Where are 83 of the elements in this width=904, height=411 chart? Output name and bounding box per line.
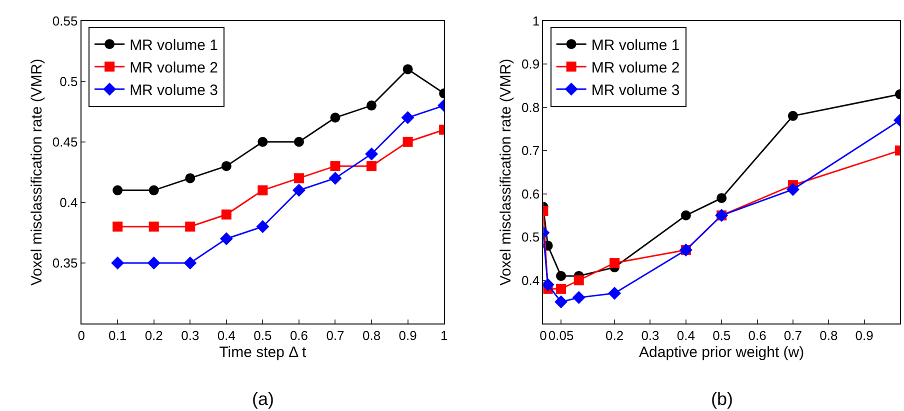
point <box>608 286 622 300</box>
y-tick-label: 0.8 <box>522 100 540 115</box>
point <box>554 295 568 308</box>
x-tick-label: 0.4 <box>676 328 695 344</box>
point <box>574 275 584 286</box>
point <box>258 185 268 196</box>
point <box>366 161 377 172</box>
x-tick-label: 0.2 <box>144 328 163 344</box>
point <box>148 185 159 196</box>
x-tick-label: 0.8 <box>362 328 381 344</box>
point <box>220 232 233 246</box>
point <box>148 222 159 232</box>
point <box>402 64 413 74</box>
point <box>292 184 306 197</box>
point <box>330 161 340 172</box>
point <box>610 258 620 268</box>
x-tick-label: 0.9 <box>398 328 417 344</box>
x-axis-title: Time step Δ t <box>219 344 308 362</box>
y-axis-title: Voxel misclassification rate (VMR) <box>498 58 515 286</box>
legend-label: MR volume 3 <box>591 82 680 99</box>
x-tick-label: 0.7 <box>784 328 802 344</box>
point <box>147 256 160 270</box>
point <box>185 222 196 232</box>
y-tick-label: 1 <box>532 13 540 28</box>
y-tick-label: 0.45 <box>52 134 78 150</box>
point <box>572 291 586 304</box>
point <box>258 136 268 147</box>
y-tick-label: 0.55 <box>52 13 78 28</box>
y-axis-title: Voxel misclassification rate (VMR) <box>28 58 46 286</box>
point <box>328 172 342 185</box>
y-tick-label: 0.35 <box>52 256 78 271</box>
point <box>401 111 414 124</box>
legend-label: MR volume 3 <box>130 82 218 99</box>
x-tick-label: 0.3 <box>181 328 200 344</box>
x-tick-label: 0 <box>78 328 85 344</box>
point <box>184 256 197 270</box>
x-tick-label: 1 <box>440 328 448 344</box>
legend-label: MR volume 1 <box>130 36 218 54</box>
point <box>366 100 377 111</box>
x-tick-label: 0.05 <box>548 328 574 344</box>
y-tick-label: 0.5 <box>522 230 540 245</box>
point <box>330 112 340 123</box>
point <box>786 182 800 196</box>
point <box>716 193 727 204</box>
point <box>556 284 566 294</box>
y-tick-label: 0.9 <box>522 56 540 72</box>
point <box>294 136 304 147</box>
y-tick-label: 0.7 <box>522 143 540 158</box>
point <box>112 222 123 232</box>
y-tick-label: 0.5 <box>60 74 78 89</box>
x-tick-label: 0.6 <box>748 328 766 344</box>
point <box>556 270 566 281</box>
x-tick-label: 0.1 <box>108 328 127 344</box>
point <box>185 173 196 184</box>
x-tick-label: 0 <box>540 328 547 344</box>
text: (b) <box>711 389 733 409</box>
point <box>111 256 124 270</box>
point <box>402 136 413 147</box>
y-tick-label: 0.4 <box>60 194 78 210</box>
legend-label: MR volume 1 <box>591 36 680 54</box>
x-tick-label: 0.5 <box>712 328 731 344</box>
x-tick-label: 0.8 <box>820 328 838 344</box>
point <box>112 185 123 196</box>
text: (a) <box>252 389 274 409</box>
x-tick-label: 0.3 <box>641 328 660 344</box>
x-tick-label: 0.2 <box>606 328 624 344</box>
legend-label: MR volume 2 <box>591 59 680 76</box>
point <box>221 161 232 172</box>
x-axis-title: Adaptive prior weight (w) <box>639 344 804 362</box>
x-tick-label: 0.7 <box>326 328 344 344</box>
point <box>680 210 691 220</box>
y-tick-label: 0.4 <box>522 272 540 288</box>
x-tick-label: 0.6 <box>290 328 308 344</box>
x-tick-label: 0.4 <box>217 328 236 344</box>
point <box>788 110 798 121</box>
point <box>221 210 232 220</box>
point <box>256 220 270 234</box>
y-tick-label: 0.6 <box>522 186 540 202</box>
legend-label: MR volume 2 <box>130 59 218 76</box>
x-tick-label: 0.5 <box>254 328 272 344</box>
x-tick-label: 0.9 <box>855 328 874 344</box>
point <box>365 147 378 160</box>
point <box>294 173 304 184</box>
